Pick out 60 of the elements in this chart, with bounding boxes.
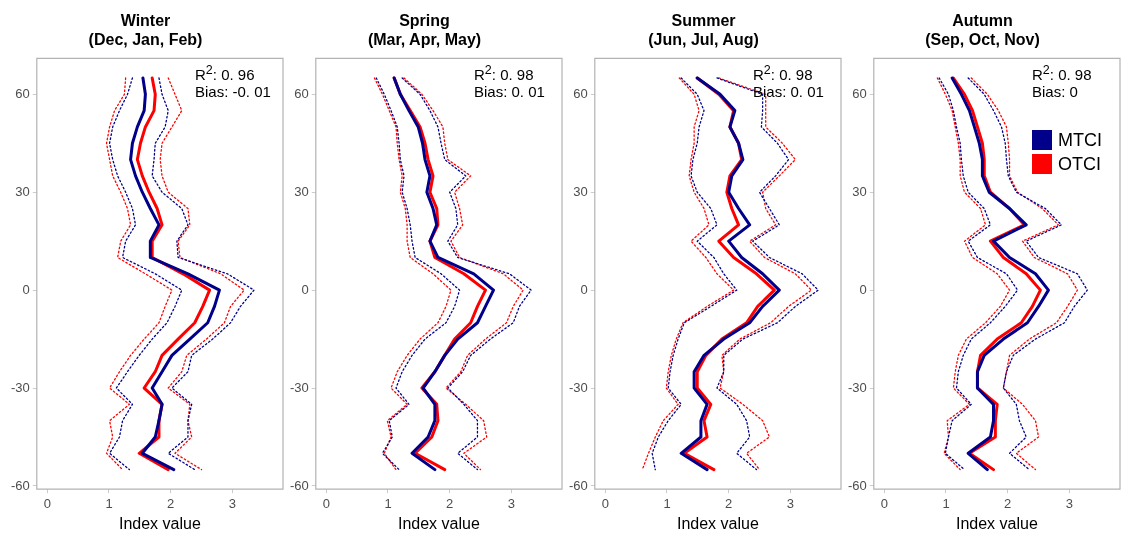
x-axis-title: Index value xyxy=(397,514,480,532)
y-tick-label: 60 xyxy=(15,85,30,101)
x-axis-title: Index value xyxy=(955,514,1038,532)
y-tick-label: -60 xyxy=(10,477,30,493)
x-tick-label: 2 xyxy=(725,495,733,511)
y-tick-label: 30 xyxy=(573,183,588,199)
legend-label: OTCI xyxy=(1058,153,1101,175)
y-tick-label: -60 xyxy=(847,477,867,493)
annotation: Bias: -0. 01 xyxy=(195,83,271,101)
chart-title: Summer xyxy=(671,12,736,30)
x-tick-label: 1 xyxy=(105,495,113,511)
chart-title: Autumn xyxy=(952,12,1013,30)
legend-label: MTCI xyxy=(1058,129,1102,151)
annotation: Bias: 0. 01 xyxy=(753,83,824,101)
line-series xyxy=(108,77,183,471)
y-tick-label: 30 xyxy=(15,183,30,199)
x-axis-title: Index value xyxy=(676,514,759,532)
chart-title: Winter xyxy=(120,12,171,30)
annotation: Bias: 0 xyxy=(1032,83,1079,101)
y-tick-label: -60 xyxy=(568,477,588,493)
x-tick-label: 0 xyxy=(322,495,330,511)
annotation: R$^{2}$: 0. 98 xyxy=(1032,62,1092,84)
y-tick-label: -30 xyxy=(10,379,30,395)
x-tick-label: 0 xyxy=(43,495,51,511)
chart-subtitle: (Jun, Jul, Aug) xyxy=(648,31,759,49)
x-tick-label: 1 xyxy=(663,495,671,511)
y-tick-label: -60 xyxy=(289,477,309,493)
x-tick-label: 1 xyxy=(384,495,392,511)
x-tick-label: 0 xyxy=(880,495,888,511)
annotation: R$^{2}$: 0. 96 xyxy=(195,62,256,84)
chart-subtitle: (Dec, Jan, Feb) xyxy=(88,31,203,49)
x-tick-label: 1 xyxy=(942,495,950,511)
chart-title: Spring xyxy=(399,12,450,30)
x-tick-label: 3 xyxy=(507,495,516,511)
y-tick-label: -30 xyxy=(847,379,867,395)
chart-subtitle: (Mar, Apr, May) xyxy=(367,31,482,49)
x-tick-label: 2 xyxy=(446,495,454,511)
x-tick-label: 0 xyxy=(601,495,609,511)
y-tick-label: 0 xyxy=(301,281,309,297)
annotation: R$^{2}$: 0. 98 xyxy=(753,62,814,84)
annotation: R$^{2}$: 0. 98 xyxy=(474,62,535,84)
y-tick-label: 60 xyxy=(573,85,588,101)
x-axis-title: Index value xyxy=(118,514,201,532)
x-tick-label: 3 xyxy=(228,495,237,511)
x-tick-label: 3 xyxy=(786,495,795,511)
y-tick-label: 60 xyxy=(852,85,867,101)
y-tick-label: 0 xyxy=(22,281,30,297)
y-tick-label: 60 xyxy=(294,85,309,101)
chart-subtitle: (Sep, Oct, Nov) xyxy=(925,31,1040,49)
x-tick-label: 2 xyxy=(167,495,175,511)
y-tick-label: -30 xyxy=(568,379,588,395)
y-tick-label: 30 xyxy=(294,183,309,199)
y-tick-label: 30 xyxy=(852,183,867,199)
x-tick-label: 3 xyxy=(1065,495,1074,511)
x-tick-label: 2 xyxy=(1004,495,1012,511)
line-series xyxy=(105,77,173,471)
y-tick-label: -30 xyxy=(289,379,309,395)
y-tick-label: 0 xyxy=(580,281,588,297)
annotation: Bias: 0. 01 xyxy=(474,83,545,101)
y-tick-label: 0 xyxy=(859,281,867,297)
